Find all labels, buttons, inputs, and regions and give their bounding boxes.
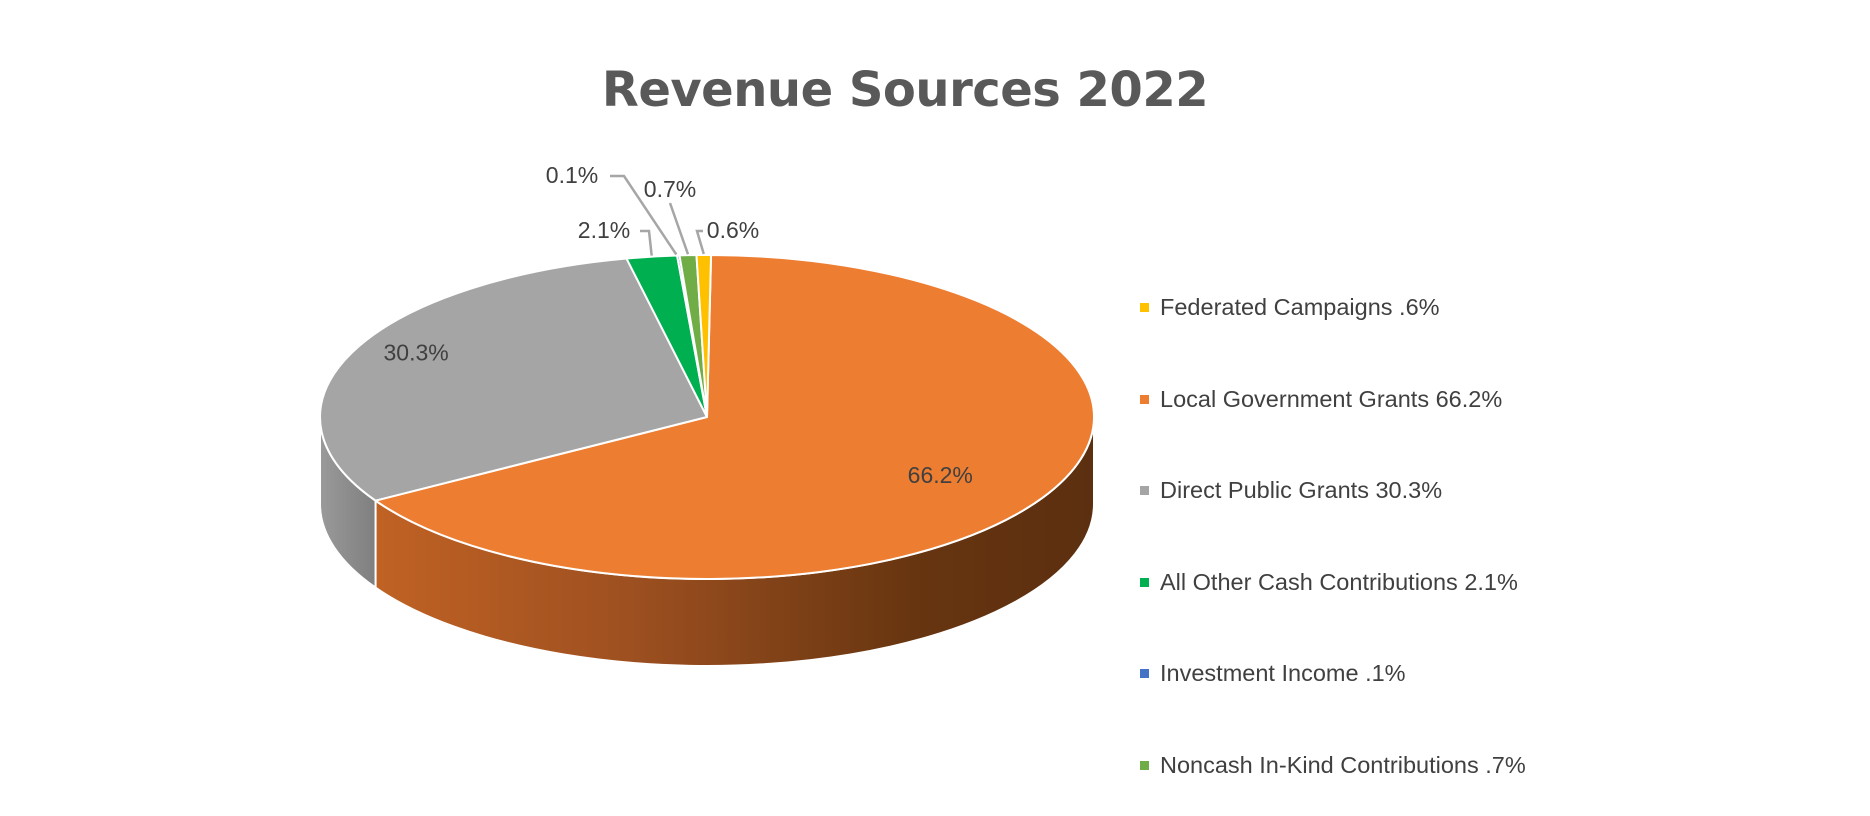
data-label-cash: 2.1% [578, 217, 630, 243]
legend-item-noncash: Noncash In-Kind Contributions .7% [1140, 720, 1526, 812]
pie-slices [319, 254, 1095, 580]
data-labels: 66.2% 30.3% 2.1% 0.1% 0.7% 0.6% [383, 162, 972, 488]
leader-line-federated [695, 229, 705, 255]
legend-label-direct: Direct Public Grants 30.3% [1160, 477, 1443, 504]
legend-item-cash: All Other Cash Contributions 2.1% [1140, 537, 1526, 629]
legend-label-investment: Investment Income .1% [1160, 660, 1406, 687]
legend-swatch-local [1140, 394, 1149, 404]
leader-lines [610, 174, 705, 256]
legend-swatch-federated [1140, 303, 1149, 313]
legend-item-direct: Direct Public Grants 30.3% [1140, 445, 1526, 537]
data-label-noncash: 0.7% [644, 176, 696, 202]
data-label-investment: 0.1% [546, 162, 598, 188]
legend-swatch-noncash [1140, 760, 1149, 770]
pie-slice-direct [319, 257, 708, 502]
leader-line-noncash [668, 202, 690, 255]
leader-line-cash [640, 229, 653, 256]
legend: Federated Campaigns .6% Local Government … [1140, 262, 1526, 811]
legend-label-local: Local Government Grants 66.2% [1160, 385, 1503, 412]
data-label-federated: 0.6% [707, 217, 759, 243]
pie-slice-local [374, 254, 1095, 580]
pie-chart: 66.2% 30.3% 2.1% 0.1% 0.7% 0.6% [319, 162, 1095, 667]
legend-swatch-direct [1140, 486, 1149, 496]
legend-item-federated: Federated Campaigns .6% [1140, 262, 1526, 354]
legend-label-cash: All Other Cash Contributions 2.1% [1160, 568, 1518, 595]
chart-title: Revenue Sources 2022 [601, 62, 1209, 118]
data-label-direct: 30.3% [383, 340, 448, 366]
legend-swatch-cash [1140, 577, 1149, 587]
legend-item-investment: Investment Income .1% [1140, 628, 1526, 720]
legend-label-noncash: Noncash In-Kind Contributions .7% [1160, 751, 1526, 778]
legend-label-federated: Federated Campaigns .6% [1160, 294, 1440, 321]
data-label-local: 66.2% [908, 462, 973, 488]
legend-swatch-investment [1140, 669, 1149, 679]
pie-slice-federated [695, 254, 713, 418]
leader-line-investment [610, 174, 678, 256]
legend-item-local: Local Government Grants 66.2% [1140, 354, 1526, 446]
